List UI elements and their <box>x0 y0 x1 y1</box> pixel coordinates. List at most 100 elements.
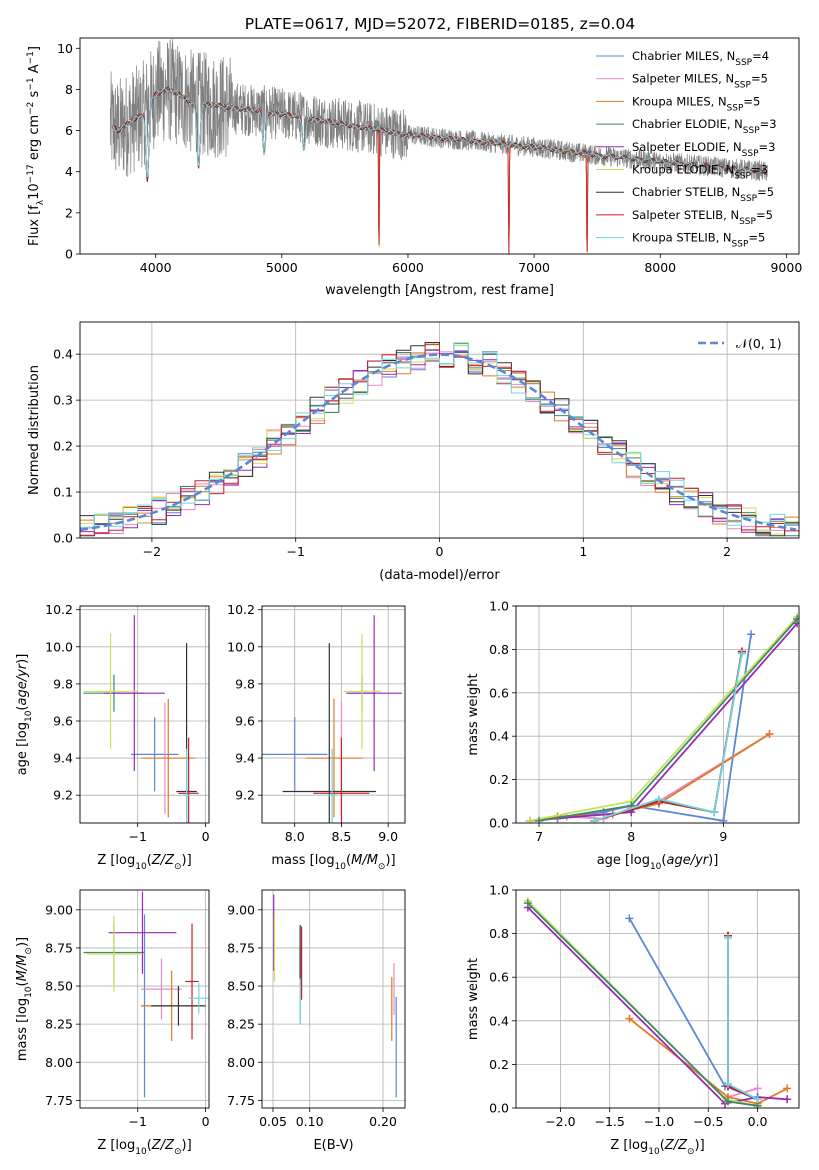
residual-legend-label: 𝒩(0, 1) <box>736 336 782 351</box>
spectrum-xtick-label: 5000 <box>266 260 298 275</box>
legend-label-5: Kroupa ELODIE, NSSP=3 <box>632 163 768 182</box>
mass-vs-Z-ytick-label: 7.75 <box>45 1093 73 1108</box>
residual-normal-curve <box>80 353 797 532</box>
age-vs-mass-ytick-label: 9.6 <box>235 713 255 728</box>
age-vs-Z-ytick-label: 9.6 <box>53 713 73 728</box>
weight-vs-age-ytick-label: 0.8 <box>489 642 509 657</box>
mass-vs-Z-point-8 <box>188 982 209 1014</box>
spectrum-ytick-label: 0 <box>65 247 73 262</box>
weight-vs-age-marker-0-3 <box>719 816 728 823</box>
spectrum-legend: Chabrier MILES, NSSP=4 Salpeter MILES, NS… <box>596 49 777 250</box>
weight-vs-age-marker-0-4 <box>747 630 756 639</box>
age-vs-mass-points <box>262 615 403 823</box>
weight-vs-Z-marker-5-1 <box>724 1097 733 1106</box>
spectrum-ytick-label: 4 <box>65 164 73 179</box>
age-vs-Z-xtick-label: −1 <box>128 829 146 844</box>
residuals-xtick-label: −1 <box>286 544 304 559</box>
mass-vs-Z-point-5 <box>86 915 142 993</box>
weight-vs-age-xtick-label: 9 <box>719 829 727 844</box>
age-vs-Z-ytick-label: 9.8 <box>53 676 73 691</box>
residuals-xtick-label: 1 <box>579 544 587 559</box>
residual-xlabel: (data-model)/error <box>379 568 500 583</box>
age-vs-mass-point-6 <box>282 643 377 823</box>
mass-vs-Z-ytick-label: 8.00 <box>45 1055 73 1070</box>
figure-title: PLATE=0617, MJD=52072, FIBERID=0185, z=0… <box>245 15 635 33</box>
spectrum-axes: 4000 5000 6000 7000 8000 9000 0 2 4 6 8 10 <box>57 41 802 275</box>
weight-vs-age-line-8 <box>594 653 743 822</box>
mass-vs-ebv-ytick-label: 8.00 <box>227 1055 255 1070</box>
weight-vs-Z-axes: −2.0 −1.5 −1.0 −0.5 0.0 0.0 0.2 0.4 0.6 0.8 1.0 <box>489 883 799 1129</box>
weight-vs-age-marker-5-0 <box>535 816 544 823</box>
weight-vs-Z-xtick-label: 0.0 <box>748 1114 768 1129</box>
age-vs-Z-axes: −1 0 9.2 9.4 9.6 9.8 10.0 10.2 <box>45 602 209 844</box>
mass-vs-Z-ytick-label: 8.75 <box>45 940 73 955</box>
spectrum-xtick-label: 7000 <box>518 260 550 275</box>
residuals-axes: −2 −1 0 1 2 0.0 0.1 0.2 0.3 0.4 <box>53 322 799 559</box>
weight-vs-Z-ytick-label: 0.8 <box>489 926 509 941</box>
mass-vs-Z-point-6 <box>151 986 206 1026</box>
weight-vs-Z-marker-0-0 <box>625 914 634 923</box>
spectrum-ytick-label: 10 <box>57 41 73 56</box>
mass-vs-Z-frame <box>79 889 210 1109</box>
legend-label-0: Chabrier MILES, NSSP=4 <box>632 49 769 68</box>
mass-vs-ebv-points <box>273 894 397 1098</box>
weight-vs-Z-xtick-label: −1.0 <box>644 1114 674 1129</box>
weight-vs-age-ytick-label: 0.6 <box>489 685 509 700</box>
age-vs-Z-point-2 <box>141 698 196 818</box>
weight-vs-Z-xtick-label: −2.0 <box>545 1114 575 1129</box>
weight-vs-age-marker-8-1 <box>654 795 663 804</box>
age-vs-Z-ytick-label: 10.2 <box>45 602 73 617</box>
weight-vs-age-xtick-label: 8 <box>627 829 635 844</box>
age-vs-Z-point-8 <box>183 748 190 823</box>
legend-label-3: Chabrier ELODIE, NSSP=3 <box>632 117 777 136</box>
mass-vs-ebv-xtick-label: 0.10 <box>296 1114 324 1129</box>
mass-vs-Z-ytick-label: 8.25 <box>45 1017 73 1032</box>
age-vs-Z-point-5 <box>83 633 138 749</box>
age-vs-mass-point-5 <box>343 633 381 749</box>
age-vs-Z-ytick-label: 9.4 <box>53 751 73 766</box>
spectrum-xtick-label: 4000 <box>140 260 172 275</box>
mass-vs-Z-point-4 <box>108 891 177 974</box>
weight-vs-Z-marker-1-1 <box>753 1084 762 1093</box>
weight-vs-Z-ytick-label: 0.4 <box>489 1013 509 1028</box>
spectrum-ytick-label: 8 <box>65 82 73 97</box>
weight-vs-age-marker-2-4 <box>765 730 774 739</box>
mass-vs-Z-point-7 <box>185 923 199 1040</box>
weight-vs-age-line-0 <box>557 634 752 822</box>
residuals-ytick-label: 0.3 <box>53 393 73 408</box>
weight-vs-Z-marker-2-0 <box>625 1014 634 1023</box>
spectrum-frame <box>79 37 800 255</box>
residuals-frame <box>79 321 800 539</box>
spectrum-models <box>111 86 768 254</box>
weight-vs-Z-ytick-label: 0.0 <box>489 1101 509 1116</box>
weight-vs-age-ytick-label: 0.0 <box>489 816 509 831</box>
spectrum-model-8 <box>111 87 768 178</box>
age-vs-Z-ylabel: age [log10(age/yr)] <box>15 654 34 776</box>
weight-vs-Z-ytick-label: 1.0 <box>489 883 509 898</box>
age-vs-mass-point-8 <box>327 748 337 823</box>
age-vs-Z-point-7 <box>178 737 199 823</box>
mass-vs-Z-axes: −1 0 7.75 8.00 8.25 8.50 8.75 9.00 <box>45 890 210 1129</box>
weight-vs-age-series <box>525 612 799 823</box>
age-vs-Z-point-0 <box>130 717 179 792</box>
age-vs-mass-ytick-label: 10.0 <box>227 639 255 654</box>
mass-vs-ebv-frame <box>261 889 406 1109</box>
mass-vs-Z-ytick-label: 8.50 <box>45 979 73 994</box>
weight-vs-Z-marker-3-3 <box>783 1095 792 1104</box>
weight-vs-age-frame <box>515 605 800 824</box>
residual-ylabel: Normed distribution <box>27 365 42 495</box>
weight-vs-Z-xlabel: Z [log10(Z/Z⊙)] <box>610 1138 704 1157</box>
weight-vs-age-marker-4-0 <box>525 816 534 823</box>
age-vs-Z-points <box>83 615 199 823</box>
spectrum-xtick-label: 9000 <box>770 260 802 275</box>
mass-vs-ebv-ytick-label: 8.25 <box>227 1017 255 1032</box>
age-vs-mass-frame <box>261 605 406 824</box>
residual-hist-8 <box>80 342 799 528</box>
weight-vs-Z-ytick-label: 0.2 <box>489 1057 509 1072</box>
mass-vs-Z-xtick-label: 0 <box>202 1114 210 1129</box>
age-vs-mass-xtick-label: 8.5 <box>331 829 351 844</box>
age-vs-Z-xlabel: Z [log10(Z/Z⊙)] <box>97 853 191 872</box>
age-vs-mass-point-0 <box>262 717 328 792</box>
weight-vs-Z-ylabel: mass weight <box>466 958 481 1040</box>
